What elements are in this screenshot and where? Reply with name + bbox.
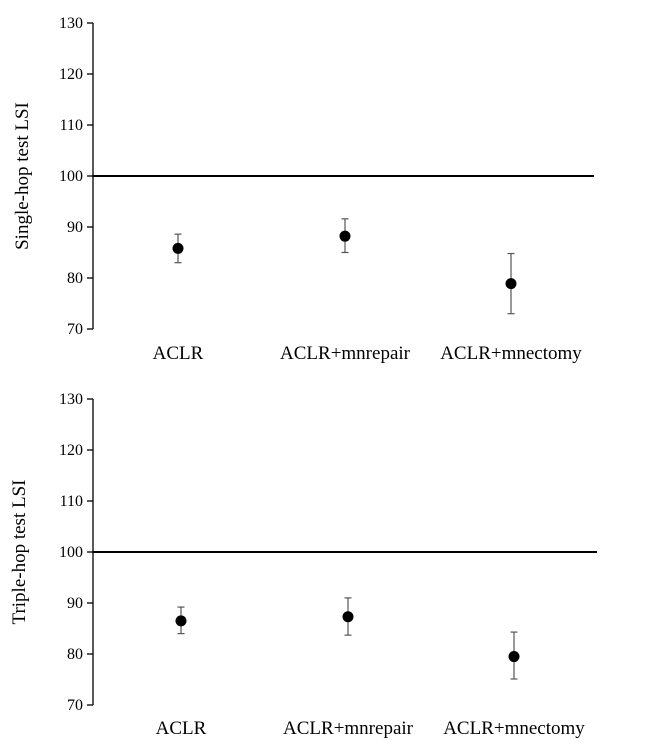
y-tick-label: 130: [59, 15, 83, 32]
y-axis-title: Triple-hop test LSI: [9, 480, 30, 625]
data-point: [172, 242, 184, 254]
data-point: [505, 278, 517, 290]
data-point: [175, 615, 187, 627]
data-point: [508, 651, 520, 663]
y-tick-label: 90: [67, 219, 83, 236]
category-label: ACLR+mnrepair: [283, 718, 414, 739]
category-label: ACLR+mnectomy: [440, 343, 582, 364]
y-tick-label: 110: [60, 117, 83, 134]
y-tick-label: 120: [59, 442, 83, 459]
y-tick-label: 90: [67, 595, 83, 612]
category-label: ACLR+mnectomy: [443, 718, 585, 739]
category-label: ACLR+mnrepair: [280, 343, 411, 364]
y-tick-label: 100: [59, 168, 83, 185]
category-label: ACLR: [153, 343, 204, 364]
y-tick-label: 70: [67, 321, 83, 338]
y-tick-label: 80: [67, 270, 83, 287]
y-tick-label: 80: [67, 646, 83, 663]
y-axis-title: Single-hop test LSI: [12, 102, 33, 250]
category-label: ACLR: [156, 718, 207, 739]
y-tick-label: 100: [59, 544, 83, 561]
y-tick-label: 70: [67, 697, 83, 714]
y-tick-label: 130: [59, 391, 83, 408]
y-tick-label: 120: [59, 66, 83, 83]
data-point: [342, 611, 354, 623]
data-point: [339, 230, 351, 242]
y-tick-label: 110: [60, 493, 83, 510]
